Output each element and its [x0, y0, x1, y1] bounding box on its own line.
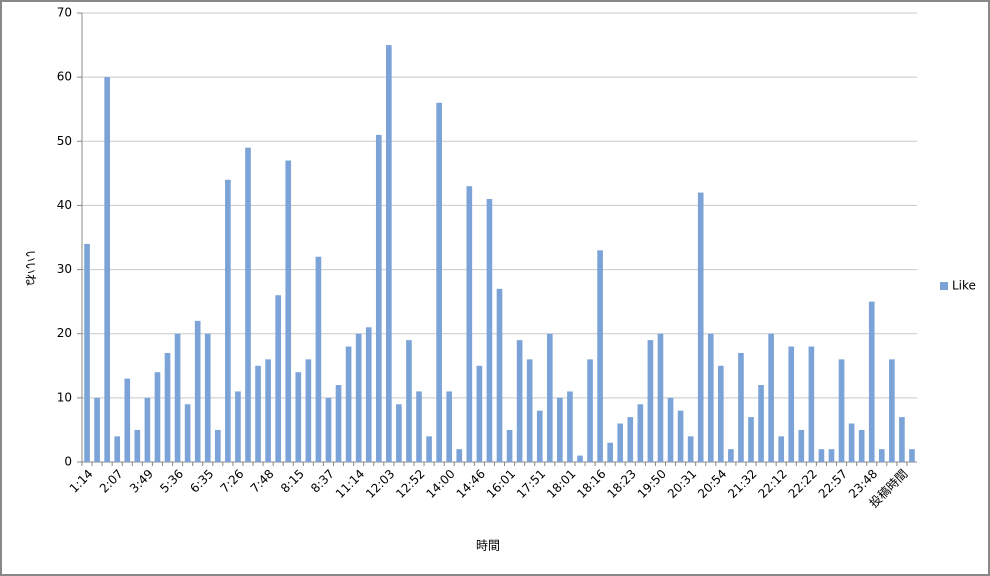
y-tick-label: 50: [57, 134, 72, 148]
bar: [557, 397, 563, 462]
bar: [838, 359, 845, 462]
bar: [476, 365, 483, 462]
bar: [174, 333, 181, 462]
bar: [466, 186, 473, 462]
bar: [355, 333, 362, 462]
bar: [516, 340, 523, 462]
bar: [617, 423, 624, 462]
bar: [728, 449, 734, 462]
bar: [687, 436, 694, 462]
bar: [778, 436, 785, 462]
bar: [889, 359, 895, 462]
bar: [627, 417, 634, 462]
bar: [697, 192, 704, 462]
bar: [386, 45, 392, 462]
bar: [255, 365, 261, 462]
bar: [406, 340, 412, 462]
bar: [154, 372, 161, 462]
bar: [305, 359, 312, 462]
bar: [245, 147, 251, 462]
bar: [818, 449, 825, 462]
bar: [808, 346, 815, 462]
bar: [214, 429, 221, 462]
bar: [536, 410, 543, 462]
bar: [194, 320, 201, 462]
bar: [285, 160, 292, 462]
bar: [365, 327, 372, 462]
bar: [396, 404, 402, 462]
bar: [577, 455, 583, 462]
bar: [607, 442, 613, 462]
bar: [597, 250, 603, 462]
bar: [164, 352, 171, 462]
bar: [446, 391, 453, 462]
bar: [134, 429, 141, 462]
bar: [144, 397, 151, 462]
x-axis-label: 時間: [476, 539, 500, 553]
bar: [768, 333, 774, 462]
bar: [667, 397, 674, 462]
bar: [124, 378, 131, 462]
bar: [707, 333, 714, 462]
bar: [184, 404, 191, 462]
y-tick-label: 70: [57, 6, 72, 20]
legend-label: Like: [952, 279, 976, 293]
bar: [858, 429, 865, 462]
bar: [546, 333, 553, 462]
bar: [899, 417, 905, 462]
bar: [295, 372, 302, 462]
bar: [235, 391, 241, 462]
bar: [647, 340, 654, 462]
bar: [868, 301, 875, 462]
bar: [587, 359, 593, 462]
bar: [204, 333, 211, 462]
bar: [526, 359, 533, 462]
y-tick-label: 60: [57, 70, 72, 84]
bar: [657, 333, 664, 462]
bar: [506, 429, 513, 462]
y-tick-label: 20: [57, 326, 72, 340]
bar: [84, 243, 90, 462]
bar: [486, 199, 493, 462]
bar: [345, 346, 352, 462]
bar: [758, 385, 764, 462]
bar: [315, 256, 322, 462]
bar: [718, 365, 724, 462]
y-tick-label: 30: [57, 262, 72, 276]
y-tick-label: 40: [57, 198, 72, 212]
bar: [426, 436, 432, 462]
bar: [567, 391, 573, 462]
bar: [848, 423, 855, 462]
y-tick-label: 0: [64, 455, 72, 469]
bar: [416, 391, 422, 462]
bar: [637, 404, 644, 462]
bar: [436, 102, 442, 463]
bar: [104, 77, 110, 463]
bar: [798, 429, 805, 462]
bar: [265, 359, 271, 462]
bar: [375, 134, 382, 462]
bar: [335, 385, 342, 462]
bar: [225, 179, 231, 462]
y-tick-label: 10: [57, 390, 72, 404]
bar: [94, 397, 100, 462]
bar: [788, 346, 795, 462]
bar: [748, 417, 754, 462]
legend-swatch: [940, 282, 948, 290]
bar: [878, 449, 885, 462]
bar: [456, 449, 463, 462]
bar: [496, 288, 503, 462]
bar: [114, 436, 121, 462]
y-axis-label: いいね: [24, 250, 38, 286]
bar: [677, 410, 684, 462]
bar: [738, 352, 744, 462]
bar: [325, 397, 332, 462]
bar: [275, 295, 281, 462]
bar: [828, 449, 835, 462]
bar: [909, 449, 915, 462]
